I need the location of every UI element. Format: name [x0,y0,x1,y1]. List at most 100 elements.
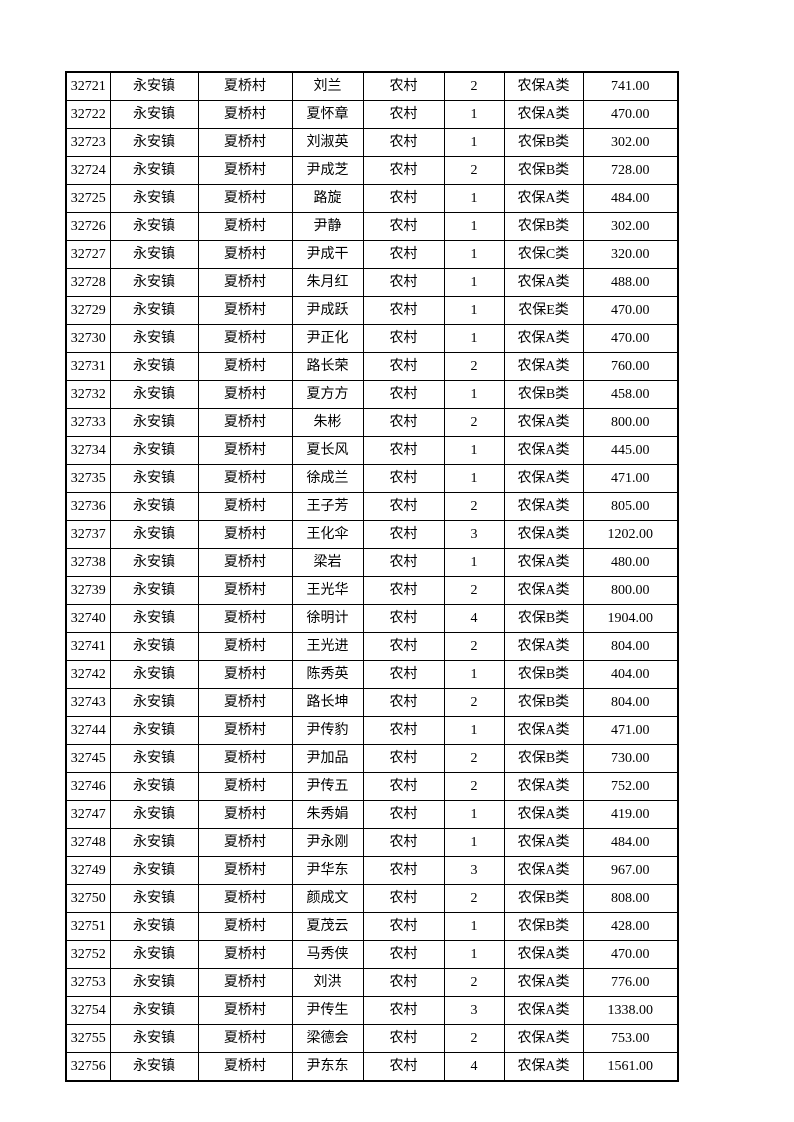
cell-person-count: 1 [443,296,505,325]
cell-amount: 302.00 [582,212,679,241]
cell-town: 永安镇 [109,212,199,241]
cell-amount: 1202.00 [582,520,679,549]
cell-village: 夏桥村 [197,996,293,1025]
cell-town: 永安镇 [109,71,199,101]
table-row: 32733 永安镇 夏桥村 朱彬 农村 2 农保A类 800.00 [65,408,679,437]
cell-person-count: 1 [443,184,505,213]
cell-residence-type: 农村 [362,128,445,157]
cell-person-name: 尹加品 [291,744,364,773]
cell-record-id: 32744 [65,716,111,745]
table-row: 32745 永安镇 夏桥村 尹加品 农村 2 农保B类 730.00 [65,744,679,773]
table-row: 32732 永安镇 夏桥村 夏方方 农村 1 农保B类 458.00 [65,380,679,409]
table-row: 32755 永安镇 夏桥村 梁德会 农村 2 农保A类 753.00 [65,1024,679,1053]
cell-insurance-category: 农保A类 [503,268,584,297]
cell-record-id: 32741 [65,632,111,661]
cell-amount: 480.00 [582,548,679,577]
cell-insurance-category: 农保A类 [503,1024,584,1053]
cell-amount: 752.00 [582,772,679,801]
cell-town: 永安镇 [109,156,199,185]
cell-record-id: 32737 [65,520,111,549]
cell-record-id: 32722 [65,100,111,129]
table-row: 32743 永安镇 夏桥村 路长坤 农村 2 农保B类 804.00 [65,688,679,717]
benefits-table: 32721 永安镇 夏桥村 刘兰 农村 2 农保A类 741.00 32722 永安镇 夏桥村 夏怀章… [65,71,679,1082]
cell-residence-type: 农村 [362,408,445,437]
cell-amount: 753.00 [582,1024,679,1053]
cell-town: 永安镇 [109,940,199,969]
cell-person-count: 2 [443,1024,505,1053]
cell-residence-type: 农村 [362,940,445,969]
cell-village: 夏桥村 [197,968,293,997]
cell-amount: 1338.00 [582,996,679,1025]
cell-person-count: 1 [443,128,505,157]
cell-amount: 428.00 [582,912,679,941]
table-row: 32724 永安镇 夏桥村 尹成芝 农村 2 农保B类 728.00 [65,156,679,185]
cell-residence-type: 农村 [362,856,445,885]
table-row: 32744 永安镇 夏桥村 尹传豹 农村 1 农保A类 471.00 [65,716,679,745]
cell-residence-type: 农村 [362,156,445,185]
cell-person-count: 2 [443,352,505,381]
cell-record-id: 32752 [65,940,111,969]
cell-amount: 471.00 [582,464,679,493]
cell-record-id: 32723 [65,128,111,157]
cell-residence-type: 农村 [362,380,445,409]
table-row: 32756 永安镇 夏桥村 尹东东 农村 4 农保A类 1561.00 [65,1052,679,1082]
cell-person-name: 梁德会 [291,1024,364,1053]
cell-record-id: 32733 [65,408,111,437]
cell-residence-type: 农村 [362,632,445,661]
cell-record-id: 32732 [65,380,111,409]
cell-person-name: 尹东东 [291,1052,364,1082]
table-row: 32723 永安镇 夏桥村 刘淑英 农村 1 农保B类 302.00 [65,128,679,157]
cell-person-count: 1 [443,548,505,577]
cell-insurance-category: 农保B类 [503,156,584,185]
cell-town: 永安镇 [109,1052,199,1082]
cell-village: 夏桥村 [197,464,293,493]
cell-amount: 1904.00 [582,604,679,633]
cell-residence-type: 农村 [362,548,445,577]
cell-insurance-category: 农保A类 [503,1052,584,1082]
cell-person-name: 夏方方 [291,380,364,409]
cell-amount: 458.00 [582,380,679,409]
cell-record-id: 32726 [65,212,111,241]
cell-record-id: 32743 [65,688,111,717]
cell-amount: 967.00 [582,856,679,885]
cell-village: 夏桥村 [197,520,293,549]
cell-town: 永安镇 [109,380,199,409]
cell-person-name: 夏茂云 [291,912,364,941]
cell-amount: 800.00 [582,576,679,605]
cell-town: 永安镇 [109,688,199,717]
cell-person-name: 尹静 [291,212,364,241]
cell-residence-type: 农村 [362,268,445,297]
cell-record-id: 32742 [65,660,111,689]
cell-record-id: 32754 [65,996,111,1025]
cell-insurance-category: 农保A类 [503,352,584,381]
table-row: 32740 永安镇 夏桥村 徐明计 农村 4 农保B类 1904.00 [65,604,679,633]
cell-insurance-category: 农保A类 [503,520,584,549]
table-row: 32730 永安镇 夏桥村 尹正化 农村 1 农保A类 470.00 [65,324,679,353]
cell-residence-type: 农村 [362,884,445,913]
cell-insurance-category: 农保A类 [503,828,584,857]
cell-record-id: 32756 [65,1052,111,1082]
cell-village: 夏桥村 [197,604,293,633]
cell-town: 永安镇 [109,128,199,157]
table-row: 32738 永安镇 夏桥村 梁岩 农村 1 农保A类 480.00 [65,548,679,577]
table-row: 32747 永安镇 夏桥村 朱秀娟 农村 1 农保A类 419.00 [65,800,679,829]
table-row: 32752 永安镇 夏桥村 马秀侠 农村 1 农保A类 470.00 [65,940,679,969]
cell-residence-type: 农村 [362,296,445,325]
cell-record-id: 32740 [65,604,111,633]
cell-residence-type: 农村 [362,240,445,269]
cell-record-id: 32731 [65,352,111,381]
cell-person-name: 马秀侠 [291,940,364,969]
cell-insurance-category: 农保A类 [503,324,584,353]
cell-village: 夏桥村 [197,380,293,409]
cell-town: 永安镇 [109,996,199,1025]
cell-residence-type: 农村 [362,352,445,381]
cell-village: 夏桥村 [197,156,293,185]
cell-insurance-category: 农保B类 [503,884,584,913]
cell-record-id: 32745 [65,744,111,773]
cell-town: 永安镇 [109,856,199,885]
cell-residence-type: 农村 [362,1052,445,1082]
cell-insurance-category: 农保A类 [503,548,584,577]
cell-residence-type: 农村 [362,912,445,941]
cell-person-count: 3 [443,856,505,885]
cell-amount: 470.00 [582,324,679,353]
